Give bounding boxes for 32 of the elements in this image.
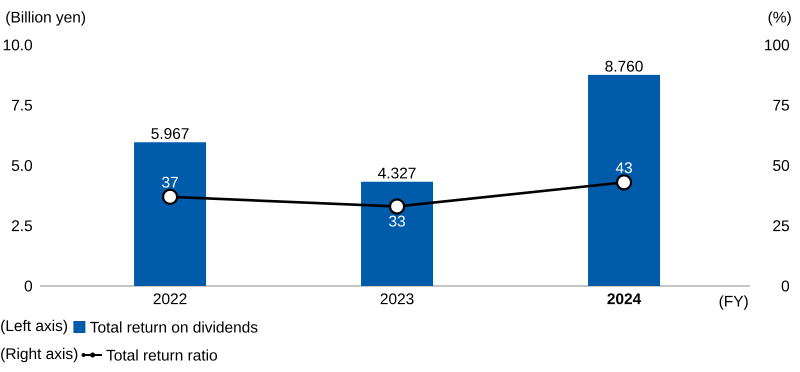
bar xyxy=(361,182,434,286)
y2-tick-label: 75 xyxy=(773,100,790,111)
data-label: 43 xyxy=(616,162,632,174)
y-axis-title: (Billion yen) xyxy=(6,11,86,26)
y2-tick-label: 50 xyxy=(773,160,790,171)
y2-tick-label: 0 xyxy=(782,280,790,292)
point xyxy=(162,188,178,205)
y-tick-label: 2.5 xyxy=(12,220,32,232)
bar xyxy=(134,142,206,286)
y2-axis-title: (%) xyxy=(768,11,791,26)
y-tick-label: 7.5 xyxy=(12,100,32,111)
point xyxy=(388,198,406,215)
data-label: 4.327 xyxy=(378,168,416,179)
x-tick-label: 2023 xyxy=(380,293,414,304)
y-tick-label: 5.0 xyxy=(12,160,32,171)
point xyxy=(616,174,632,190)
data-label: 33 xyxy=(389,216,405,227)
data-label: 37 xyxy=(162,176,178,188)
y2-tick-label: 100 xyxy=(765,40,790,50)
data-label: 5.967 xyxy=(151,128,189,139)
text: (Right axis) xyxy=(1,348,78,362)
x-tick-label: 2022 xyxy=(154,293,186,304)
y-tick-label: 10.0 xyxy=(4,40,32,50)
legend-label: Total return on dividends xyxy=(90,321,258,333)
y2-tick-label: 25 xyxy=(773,220,790,232)
x-tick-label: 2024 xyxy=(607,293,642,304)
x-axis-title: (FY) xyxy=(720,295,748,310)
text: (Left axis) xyxy=(1,320,68,334)
data-label: 8.760 xyxy=(605,60,643,72)
legend-label: Total return ratio xyxy=(106,349,217,361)
y-tick-label: 0 xyxy=(24,280,32,292)
bar xyxy=(588,74,660,286)
